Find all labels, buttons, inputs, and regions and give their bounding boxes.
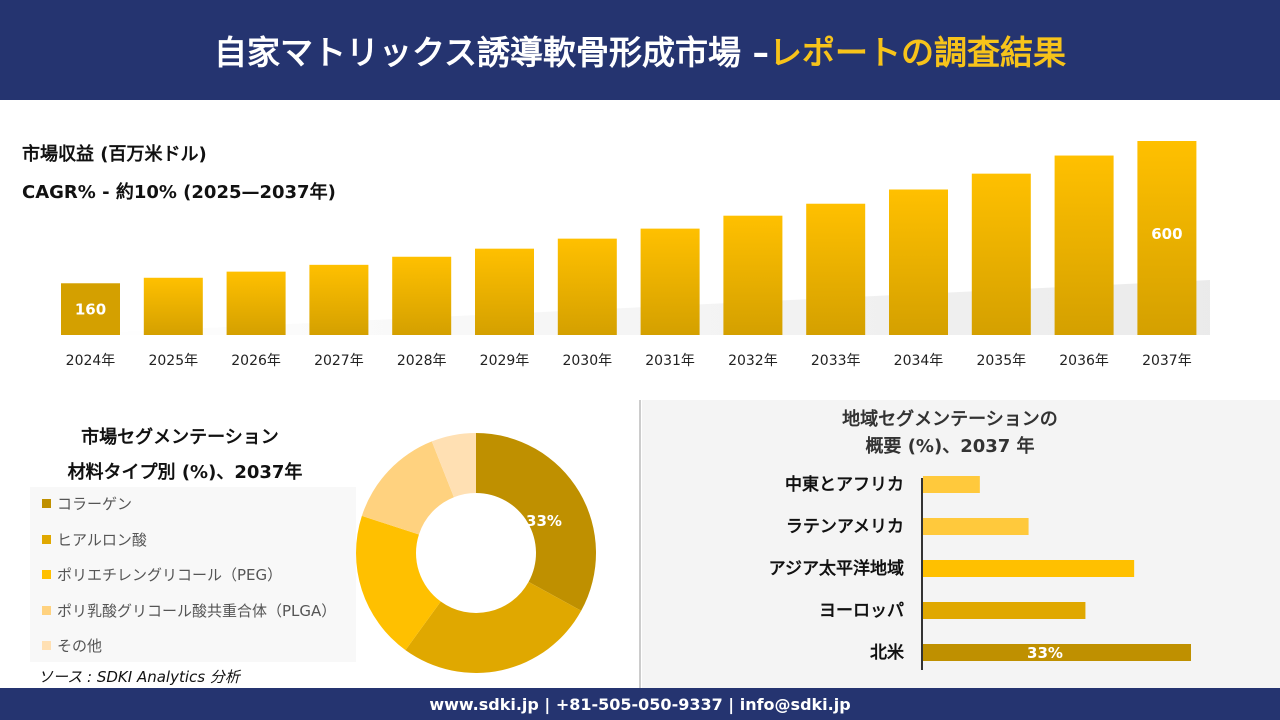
donut-slice [356,515,441,651]
footer-contact: www.sdki.jp | +81-505-050-9337 | info@sd… [0,688,1280,720]
x-tick-label: 2024年 [66,353,116,369]
donut-slice [405,581,582,674]
title-main: 自家マトリックス誘導軟骨形成市場 – [214,33,769,72]
revenue-bar [971,173,1031,335]
x-tick-label: 2028年 [397,353,447,369]
donut-data-label: 33% [526,512,562,530]
legend-label: ヒアルロン酸 [57,530,147,549]
x-tick-label: 2033年 [811,353,861,369]
region-label: 北米 [870,642,905,663]
region-bar [923,602,1086,619]
legend-item: ポリ乳酸グリコール酸共重合体（PLGA） [42,600,336,621]
material-title: 市場セグメンテーション [81,427,279,448]
x-tick-label: 2026年 [231,353,281,369]
legend-swatch [42,570,51,579]
legend-label: その他 [57,637,103,655]
x-tick-label: 2029年 [480,353,530,369]
revenue-bar [143,277,203,335]
material-subtitle: 材料タイプ別 (%)、2037年 [67,462,303,483]
donut-slice [431,433,476,498]
donut-legend: コラーゲンヒアルロン酸ポリエチレングリコール（PEG） ポリ乳酸グリコール酸共重合… [30,487,356,662]
x-tick-label: 2034年 [894,353,944,369]
legend-item: その他 [42,635,102,656]
region-label: ラテンアメリカ [786,517,904,537]
source-note: ソース : SDKI Analytics 分析 [38,668,240,686]
region-bar [923,560,1135,577]
legend-item: コラーゲン [42,493,132,514]
revenue-bar [61,283,120,335]
region-label: ヨーロッパ [819,601,904,621]
legend-swatch [42,499,51,508]
region-data-label: 33% [1027,644,1063,662]
donut-slice [476,433,596,611]
x-tick-label: 2031年 [645,353,695,369]
region-bar [923,476,980,493]
header: 自家マトリックス誘導軟骨形成市場 – レポートの調査結果 [0,0,1280,100]
region-label: アジア太平洋地域 [769,558,904,579]
region-bar [923,518,1029,535]
revenue-bar [392,256,452,335]
revenue-bar [309,264,369,335]
revenue-bar [1054,155,1114,335]
x-tick-label: 2027年 [314,353,364,369]
region-segment-panel [642,400,1280,688]
legend-label: ポリ乳酸グリコール酸共重合体（PLGA） [57,601,337,620]
legend-item: ポリエチレングリコール（PEG） [42,564,282,585]
legend-label: ポリエチレングリコール（PEG） [57,566,283,584]
bar-data-label: 600 [1151,225,1182,243]
revenue-bar [640,228,700,335]
cagr-text: CAGR% - 約10% (2025—2037年) [22,182,336,203]
revenue-bar [1137,141,1197,335]
legend-swatch [42,605,51,615]
x-tick-label: 2037年 [1142,353,1192,369]
title-accent: レポートの調査結果 [769,33,1066,72]
revenue-bar [475,248,534,335]
revenue-bar [889,189,948,335]
revenue-bar-chart: 2024年 160 2025年 2026年 2027年 2028年 2029年 2030年 20… [60,141,1210,369]
region-title: 地域セグメンテーションの [842,409,1058,430]
region-label: 中東とアフリカ [785,474,904,495]
revenue-bar [226,271,286,335]
revenue-bar [723,215,783,335]
region-subtitle: 概要 (%)、2037 年 [865,436,1035,457]
x-tick-label: 2035年 [976,353,1026,369]
bar-data-label: 160 [75,300,106,318]
legend-label: コラーゲン [57,495,133,513]
revenue-bar [557,238,617,335]
x-tick-label: 2030年 [562,353,612,369]
revenue-bar [806,203,866,335]
donut-slice [361,441,454,535]
region-bar [923,644,1191,661]
x-tick-label: 2025年 [148,353,198,369]
legend-swatch [42,534,51,544]
divider [639,400,641,688]
legend-swatch [42,641,51,650]
revenue-title: 市場収益 (百万米ドル) [22,144,207,165]
x-tick-label: 2036年 [1059,353,1109,369]
x-tick-label: 2032年 [728,353,778,369]
material-donut-chart: 33% [356,433,596,674]
legend-item: ヒアルロン酸 [42,529,147,550]
